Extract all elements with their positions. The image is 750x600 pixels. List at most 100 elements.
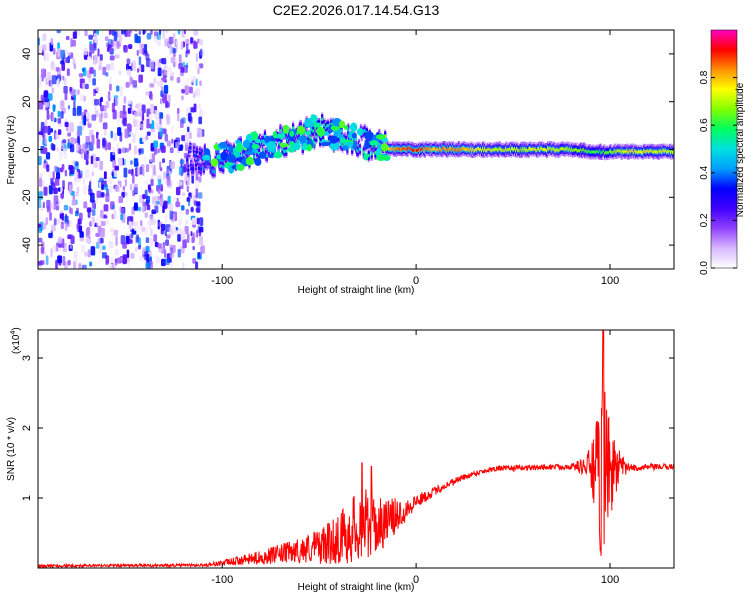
heatmap-cell [78,225,83,233]
heatmap-cell [138,74,143,83]
heatmap-cell [85,238,91,244]
heatmap-cell [305,130,312,136]
heatmap-cell [140,186,143,192]
heatmap-cell [148,223,151,230]
heatmap-cell [52,104,56,112]
heatmap-cell [254,157,262,166]
heatmap-cell [181,192,186,197]
heatmap-cell [376,154,386,162]
heatmap-cell [137,245,142,250]
heatmap-cell [74,171,79,179]
heatmap-cell [64,169,68,177]
heatmap-cell [109,47,113,53]
heatmap-cell [76,186,80,194]
heatmap-cell [49,128,54,133]
heatmap-cell [138,56,142,66]
heatmap-cell [53,187,58,195]
heatmap-cell [144,251,149,261]
heatmap-cell [114,249,120,256]
heatmap-cell [165,239,169,246]
heatmap-cell [194,64,200,69]
heatmap-cell [191,236,195,244]
heatmap-cell [183,64,188,73]
heatmap-cell [192,258,197,264]
heatmap-cell [149,163,155,169]
heatmap-cell [136,120,141,129]
heatmap-cell [175,186,181,196]
heatmap-cell [316,126,326,137]
heatmap-cell [66,51,72,56]
heatmap-cell [50,61,55,70]
heatmap-cell [99,244,103,255]
heatmap-cell [74,30,78,32]
heatmap-cell [346,141,353,147]
heatmap-cell [71,199,77,206]
heatmap-cell [113,209,117,220]
heatmap-cell [150,30,153,35]
x-tick-label: -100 [211,275,233,287]
heatmap-cell [145,262,151,269]
heatmap-cell [164,258,170,266]
heatmap-cell [134,247,138,253]
heatmap-cell [309,136,312,140]
heatmap-cell [93,161,99,168]
heatmap-cell [210,158,219,167]
heatmap-cell [175,229,178,235]
heatmap-cell [176,197,179,208]
snr-frame [37,329,675,569]
heatmap-cell [112,146,115,156]
heatmap-cell [193,30,199,36]
heatmap-cell [165,234,171,239]
heatmap-cell [140,220,143,227]
heatmap-cell [266,140,277,151]
heatmap-cell [339,120,346,129]
heatmap-cell [73,261,77,269]
heatmap-cell [190,37,193,44]
heatmap-cell [208,158,211,162]
heatmap-cell [45,52,50,61]
heatmap-cell [69,144,75,153]
heatmap-cell [42,33,47,42]
heatmap-cell [369,140,379,146]
heatmap-cell [296,139,300,143]
heatmap-cell [186,106,191,115]
heatmap-cell [47,125,51,136]
heatmap-cell [227,146,230,151]
heatmap-cell [199,217,203,227]
heatmap-cell [41,44,47,51]
heatmap-cell [128,143,132,151]
heatmap-cell [370,152,373,156]
heatmap-cell [185,43,189,54]
heatmap-cell [38,45,41,56]
heatmap-cell [154,109,160,119]
heatmap-cell [160,258,166,267]
chart-title: C2E2.2026.017.14.54.G13 [273,2,440,18]
x-tick-label: 100 [601,574,619,586]
heatmap-cell [89,44,95,54]
heatmap-cell [132,80,138,88]
heatmap-cell [119,110,124,119]
heatmap-cell [187,126,190,133]
heatmap-cell [295,131,299,135]
heatmap-cell [358,147,362,151]
heatmap-cell [339,142,342,146]
heatmap-cell [116,143,119,154]
heatmap-cell [154,145,157,156]
heatmap-cell [166,140,172,147]
heatmap-cell [196,229,199,238]
snr-y-multiplier: (x104) [10,327,22,354]
heatmap-cell [73,94,76,101]
y-tick-label: 0 [21,146,33,152]
heatmap-cell [57,255,62,264]
heatmap-cell [175,137,181,144]
heatmap-cell [159,79,164,87]
heatmap-cell [182,238,187,249]
heatmap-cell [276,133,286,139]
heatmap-cell [97,134,100,139]
heatmap-cell [95,87,100,92]
heatmap-cell [141,206,145,213]
heatmap-cell [356,127,364,136]
heatmap-cell [99,209,104,219]
heatmap-cell [173,48,177,54]
heatmap-cell [333,131,339,137]
